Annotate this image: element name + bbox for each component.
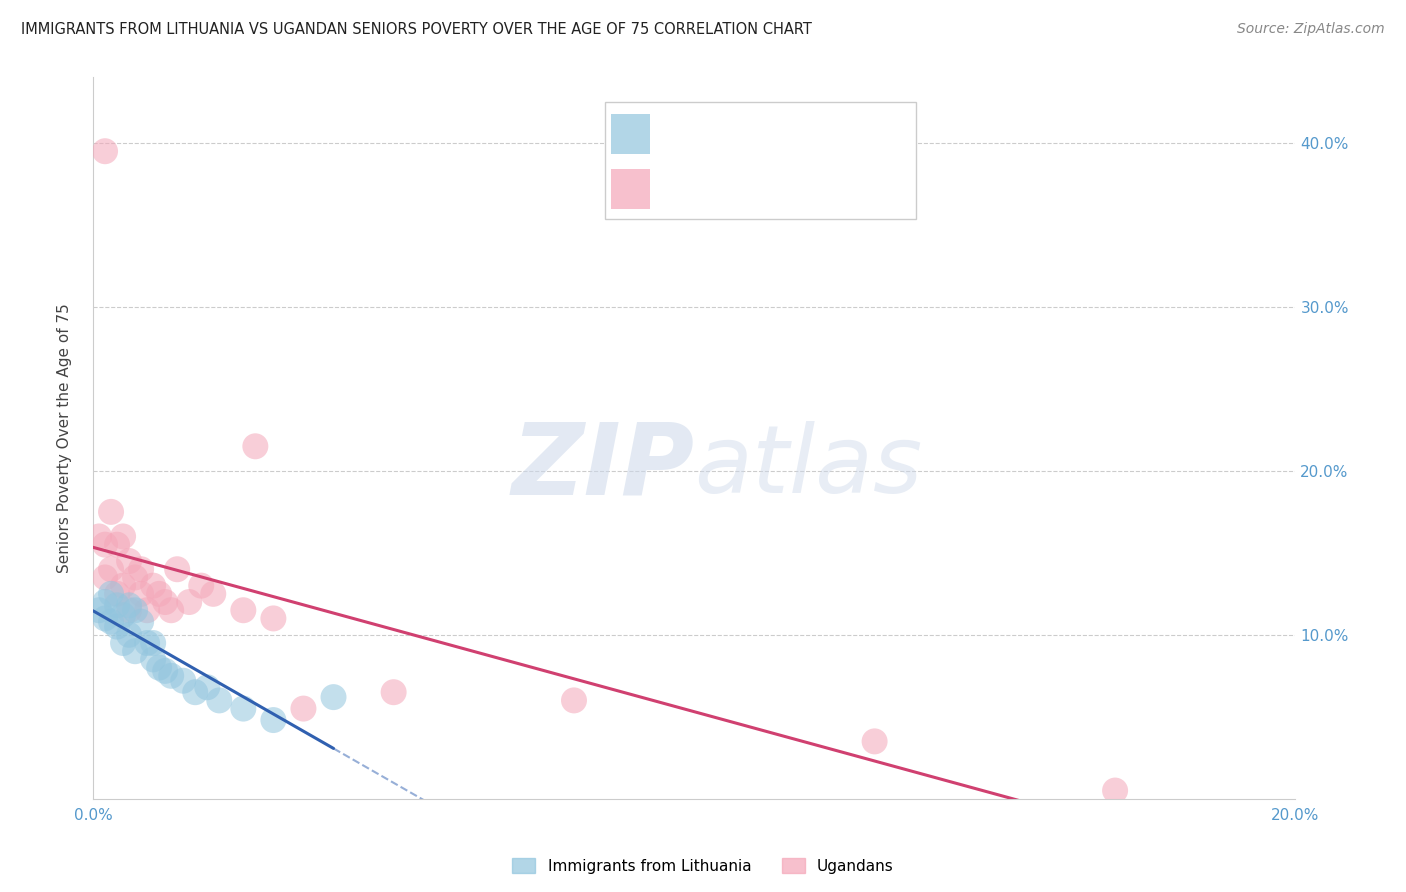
Point	[202, 587, 225, 601]
Point	[136, 636, 159, 650]
Point	[94, 595, 117, 609]
Point	[208, 693, 231, 707]
Point	[118, 628, 141, 642]
Point	[105, 619, 128, 633]
Point	[118, 554, 141, 568]
Point	[105, 587, 128, 601]
Point	[112, 529, 135, 543]
Point	[87, 529, 110, 543]
Point	[100, 562, 122, 576]
Point	[94, 538, 117, 552]
Point	[94, 570, 117, 584]
Point	[100, 587, 122, 601]
Point	[129, 587, 152, 601]
Point	[100, 505, 122, 519]
Point	[160, 603, 183, 617]
Point	[112, 636, 135, 650]
Point	[322, 690, 344, 705]
Point	[142, 636, 165, 650]
Point	[105, 599, 128, 613]
Point	[232, 603, 254, 617]
Point	[112, 608, 135, 623]
Point	[142, 652, 165, 666]
Point	[129, 562, 152, 576]
Text: IMMIGRANTS FROM LITHUANIA VS UGANDAN SENIORS POVERTY OVER THE AGE OF 75 CORRELAT: IMMIGRANTS FROM LITHUANIA VS UGANDAN SEN…	[21, 22, 813, 37]
Point	[172, 673, 194, 688]
Text: atlas: atlas	[695, 421, 922, 512]
Point	[118, 603, 141, 617]
Point	[190, 579, 212, 593]
Point	[112, 579, 135, 593]
Point	[142, 579, 165, 593]
Point	[153, 595, 176, 609]
Point	[382, 685, 405, 699]
Point	[124, 644, 146, 658]
Point	[166, 562, 188, 576]
Point	[129, 615, 152, 629]
Legend: Immigrants from Lithuania, Ugandans: Immigrants from Lithuania, Ugandans	[506, 852, 900, 880]
Point	[562, 693, 585, 707]
Point	[124, 570, 146, 584]
Text: Source: ZipAtlas.com: Source: ZipAtlas.com	[1237, 22, 1385, 37]
Point	[118, 599, 141, 613]
Point	[94, 145, 117, 159]
Point	[292, 701, 315, 715]
Y-axis label: Seniors Poverty Over the Age of 75: Seniors Poverty Over the Age of 75	[58, 303, 72, 573]
Point	[184, 685, 207, 699]
Point	[87, 603, 110, 617]
Point	[148, 660, 170, 674]
Point	[863, 734, 886, 748]
Point	[160, 669, 183, 683]
Point	[245, 439, 267, 453]
Point	[105, 538, 128, 552]
Point	[148, 587, 170, 601]
Point	[262, 713, 284, 727]
Point	[153, 664, 176, 678]
Point	[94, 611, 117, 625]
Point	[1104, 783, 1126, 797]
Text: ZIP: ZIP	[512, 418, 695, 516]
Point	[100, 615, 122, 629]
Point	[124, 603, 146, 617]
Point	[136, 603, 159, 617]
Point	[195, 680, 218, 694]
Point	[262, 611, 284, 625]
Point	[179, 595, 201, 609]
Point	[232, 701, 254, 715]
